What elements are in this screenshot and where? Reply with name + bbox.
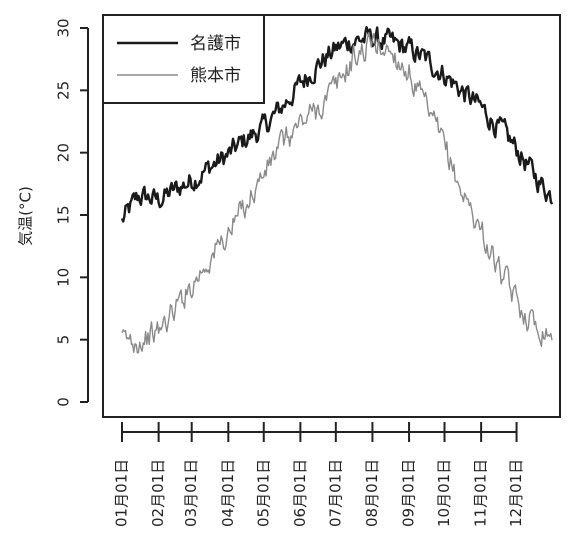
y-axis-title: 気温(°C) (17, 186, 35, 246)
x-tick-label: 05月01日 (254, 459, 272, 527)
plot-frame (102, 14, 561, 418)
x-tick-label: 01月01日 (113, 459, 131, 527)
legend-label-nago: 名護市 (190, 34, 241, 54)
legend-label-kumamoto: 熊本市 (190, 66, 241, 86)
x-tick-label: 02月01日 (149, 459, 167, 527)
y-tick-label: 10 (55, 268, 73, 287)
x-tick-label: 09月01日 (400, 459, 418, 527)
x-tick-label: 11月01日 (472, 459, 490, 527)
legend-box (102, 14, 265, 104)
x-tick-label: 04月01日 (219, 459, 237, 527)
y-tick-label: 20 (55, 143, 73, 162)
y-tick-label: 25 (55, 81, 73, 100)
series-line-kumamoto (121, 32, 553, 354)
y-tick-label: 15 (55, 205, 73, 224)
x-tick-label: 10月01日 (435, 459, 453, 527)
x-tick-label: 08月01日 (363, 459, 381, 527)
legend: 名護市 熊本市 (102, 14, 265, 104)
y-axis: 0 5 10 15 20 25 30 (55, 18, 89, 407)
x-tick-label: 06月01日 (291, 459, 309, 527)
x-tick-label: 12月01日 (507, 459, 525, 527)
y-tick-label: 30 (55, 18, 73, 37)
series-lines (120, 26, 554, 354)
x-tick-label: 07月01日 (326, 459, 344, 527)
x-tick-label: 03月01日 (182, 459, 200, 527)
x-axis: 01月01日 02月01日 03月01日 04月01日 05月01日 06月01日 07月0… (113, 422, 525, 527)
y-tick-label: 5 (55, 335, 73, 345)
series-line-nago (120, 26, 554, 223)
y-tick-label: 0 (55, 397, 73, 407)
